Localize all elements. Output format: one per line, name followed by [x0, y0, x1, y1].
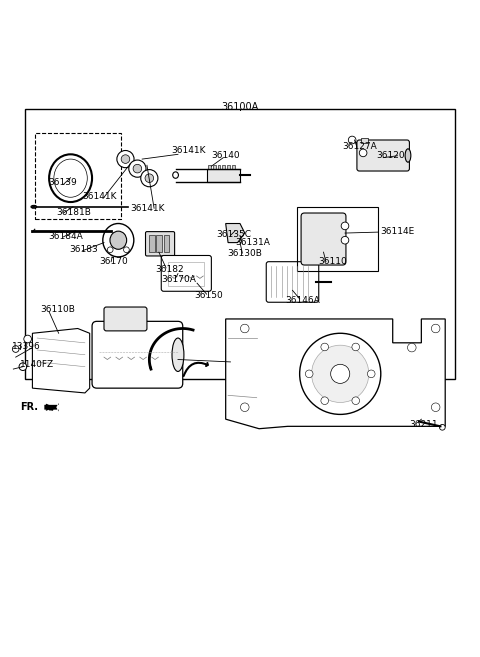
- Bar: [164, 235, 169, 252]
- Text: 36184A: 36184A: [48, 233, 83, 241]
- Text: 36120: 36120: [376, 151, 405, 160]
- Text: 36141K: 36141K: [171, 146, 205, 155]
- Ellipse shape: [54, 159, 87, 197]
- Circle shape: [352, 397, 360, 405]
- Circle shape: [341, 237, 349, 244]
- Circle shape: [440, 424, 445, 430]
- Bar: [168, 261, 204, 286]
- Circle shape: [432, 403, 440, 411]
- Circle shape: [300, 333, 381, 415]
- Text: 1140FZ: 1140FZ: [20, 360, 54, 369]
- Text: 36150: 36150: [195, 291, 223, 300]
- Text: 36130B: 36130B: [228, 249, 263, 258]
- Ellipse shape: [172, 338, 184, 371]
- FancyBboxPatch shape: [145, 232, 175, 256]
- Circle shape: [321, 343, 328, 351]
- Circle shape: [108, 247, 113, 253]
- Text: 36139: 36139: [48, 179, 77, 187]
- Circle shape: [240, 324, 249, 333]
- Circle shape: [408, 344, 416, 352]
- Bar: [297, 207, 378, 271]
- Circle shape: [123, 247, 129, 253]
- Text: 36140: 36140: [211, 151, 240, 160]
- Circle shape: [360, 149, 367, 157]
- Circle shape: [341, 222, 349, 230]
- Ellipse shape: [173, 172, 179, 178]
- Text: 36141K: 36141K: [83, 192, 117, 201]
- Circle shape: [12, 346, 19, 352]
- Text: 36135C: 36135C: [216, 229, 251, 238]
- Bar: [208, 165, 211, 169]
- Polygon shape: [44, 403, 59, 411]
- Text: 36141K: 36141K: [130, 204, 165, 213]
- Text: 13396: 13396: [12, 342, 41, 351]
- FancyBboxPatch shape: [104, 307, 147, 331]
- Ellipse shape: [31, 206, 36, 208]
- FancyBboxPatch shape: [161, 256, 211, 291]
- Ellipse shape: [110, 231, 127, 249]
- Circle shape: [129, 160, 146, 177]
- Ellipse shape: [405, 149, 411, 162]
- Ellipse shape: [103, 223, 134, 257]
- Bar: [213, 165, 216, 169]
- Circle shape: [240, 403, 249, 411]
- Circle shape: [305, 370, 313, 378]
- FancyBboxPatch shape: [92, 321, 183, 388]
- Circle shape: [352, 343, 360, 351]
- Text: 36110: 36110: [319, 257, 348, 265]
- Bar: [232, 165, 235, 169]
- Text: 36114E: 36114E: [381, 227, 415, 236]
- Bar: [149, 235, 155, 252]
- FancyBboxPatch shape: [357, 140, 409, 171]
- Polygon shape: [33, 328, 90, 393]
- Bar: [35, 133, 120, 219]
- Text: 36110B: 36110B: [40, 305, 75, 314]
- Circle shape: [321, 397, 328, 405]
- Circle shape: [117, 150, 134, 168]
- Circle shape: [312, 345, 369, 403]
- Bar: [222, 165, 225, 169]
- Circle shape: [348, 136, 356, 144]
- Text: 36170: 36170: [99, 257, 128, 265]
- Circle shape: [432, 324, 440, 333]
- FancyArrowPatch shape: [47, 405, 52, 410]
- Bar: [217, 165, 220, 169]
- Circle shape: [145, 174, 154, 183]
- Circle shape: [331, 364, 350, 384]
- FancyBboxPatch shape: [266, 261, 319, 302]
- Bar: [227, 165, 230, 169]
- Ellipse shape: [49, 154, 92, 202]
- Text: FR.: FR.: [21, 402, 38, 412]
- Text: 36170A: 36170A: [161, 275, 196, 284]
- Bar: [25, 109, 455, 378]
- Bar: [361, 137, 368, 143]
- Text: 36181B: 36181B: [56, 208, 91, 217]
- Polygon shape: [226, 319, 445, 429]
- Circle shape: [367, 370, 375, 378]
- Circle shape: [141, 170, 158, 187]
- Circle shape: [133, 164, 142, 173]
- Text: 36182: 36182: [155, 265, 184, 275]
- Text: 36131A: 36131A: [235, 238, 270, 247]
- Text: 36183: 36183: [70, 245, 98, 254]
- Bar: [206, 169, 240, 181]
- Text: 36211: 36211: [409, 420, 438, 430]
- Text: 36100A: 36100A: [221, 102, 259, 112]
- FancyBboxPatch shape: [301, 213, 346, 265]
- Text: 36146A: 36146A: [285, 296, 320, 306]
- Bar: [156, 235, 162, 252]
- Circle shape: [24, 335, 32, 343]
- Circle shape: [19, 363, 27, 371]
- Circle shape: [121, 155, 130, 164]
- Text: 36127A: 36127A: [343, 142, 377, 150]
- Polygon shape: [226, 223, 245, 242]
